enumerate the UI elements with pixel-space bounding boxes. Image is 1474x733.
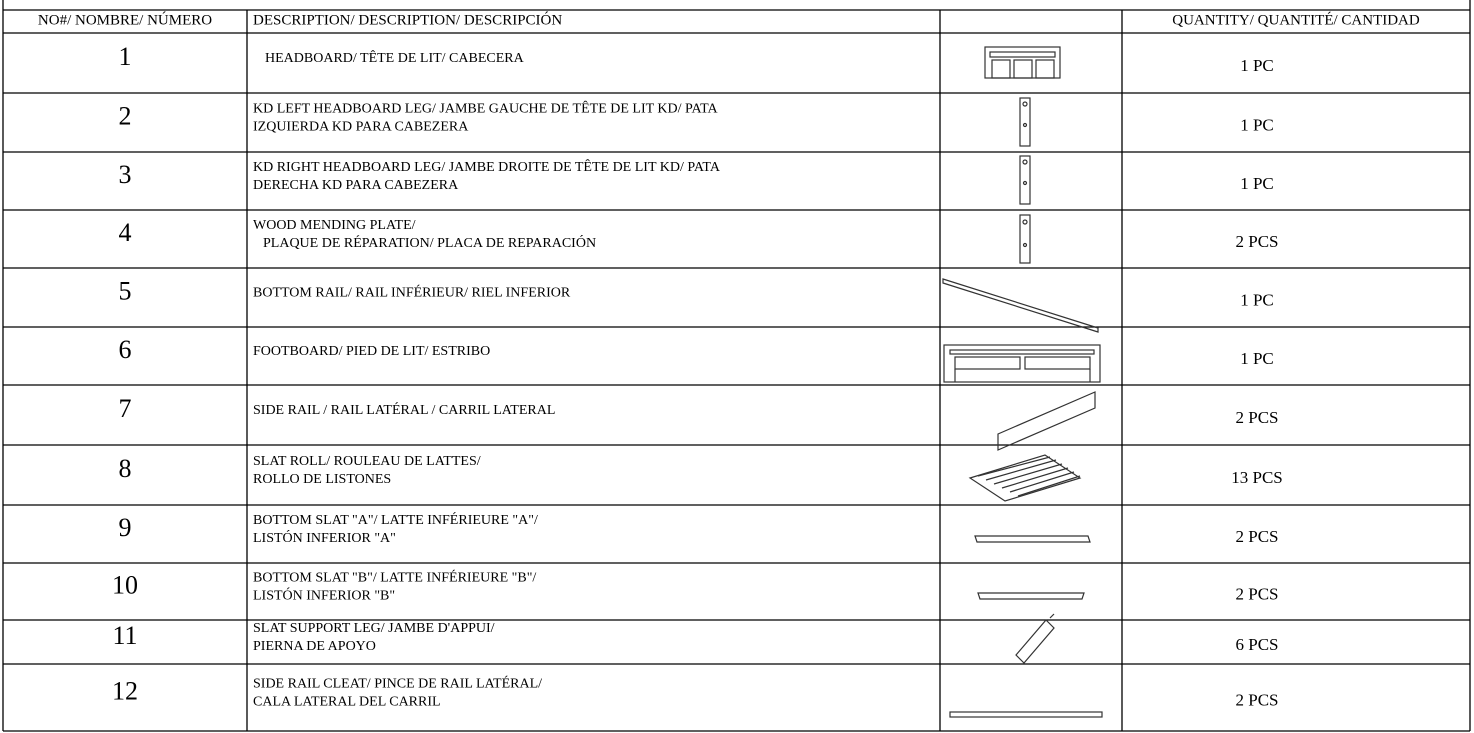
item-quantity: 1 PC (1240, 56, 1274, 75)
item-quantity: 1 PC (1240, 349, 1274, 368)
item-number: 9 (119, 513, 132, 542)
item-number: 8 (119, 454, 132, 483)
item-illustration (1019, 214, 1031, 264)
item-description: LISTÓN INFERIOR "A" (253, 529, 396, 546)
item-description: PIERNA DE APOYO (253, 639, 376, 654)
item-quantity: 2 PCS (1236, 408, 1279, 427)
item-quantity: 2 PCS (1236, 584, 1279, 603)
item-description: ROLLO DE LISTONES (253, 472, 391, 487)
item-number: 3 (119, 160, 132, 189)
item-description: KD RIGHT HEADBOARD LEG/ JAMBE DROITE DE … (253, 158, 721, 175)
item-quantity: 13 PCS (1231, 468, 1283, 487)
item-illustration (968, 454, 1082, 502)
item-quantity: 2 PCS (1236, 690, 1279, 709)
item-illustration (974, 535, 1091, 543)
item-illustration (1019, 155, 1031, 205)
item-quantity: 1 PC (1240, 115, 1274, 134)
item-description: LISTÓN INFERIOR "B" (253, 587, 395, 604)
item-description: WOOD MENDING PLATE/ (253, 218, 416, 233)
item-quantity: 2 PCS (1236, 527, 1279, 546)
item-number: 12 (112, 676, 138, 705)
item-number: 7 (119, 394, 132, 423)
header-number: NO#/ NOMBRE/ NÚMERO (38, 11, 212, 28)
item-description: DERECHA KD PARA CABEZERA (253, 178, 459, 193)
item-description: PLAQUE DE RÉPARATION/ PLACA DE REPARACIÓ… (263, 234, 596, 251)
item-description: HEADBOARD/ TÊTE DE LIT/ CABECERA (265, 49, 525, 66)
item-number: 4 (119, 218, 132, 247)
item-description: FOOTBOARD/ PIED DE LIT/ ESTRIBO (253, 344, 490, 359)
item-illustration (943, 344, 1101, 383)
item-description: BOTTOM SLAT "A"/ LATTE INFÉRIEURE "A"/ (253, 511, 538, 528)
item-description: SLAT ROLL/ ROULEAU DE LATTES/ (253, 454, 481, 469)
item-illustration (1019, 97, 1031, 147)
item-illustration (997, 391, 1096, 451)
item-illustration (977, 592, 1085, 600)
item-description: CALA LATERAL DEL CARRIL (253, 695, 441, 710)
item-number: 1 (119, 42, 132, 71)
item-description: IZQUIERDA KD PARA CABEZERA (253, 120, 469, 135)
item-description: BOTTOM SLAT "B"/ LATTE INFÉRIEURE "B"/ (253, 569, 536, 586)
item-quantity: 1 PC (1240, 290, 1274, 309)
item-number: 11 (112, 621, 137, 650)
item-description: BOTTOM RAIL/ RAIL INFÉRIEUR/ RIEL INFERI… (253, 284, 571, 301)
header-description: DESCRIPTION/ DESCRIPTION/ DESCRIPCIÓN (253, 11, 562, 28)
item-illustration (1015, 613, 1055, 664)
item-number: 2 (119, 101, 132, 130)
item-description: SLAT SUPPORT LEG/ JAMBE D'APPUI/ (253, 621, 495, 636)
item-description: SIDE RAIL / RAIL LATÉRAL / CARRIL LATERA… (253, 401, 555, 418)
item-illustration (942, 278, 1099, 333)
item-number: 5 (119, 276, 132, 305)
item-quantity: 1 PC (1240, 174, 1274, 193)
item-illustration (984, 46, 1061, 79)
item-quantity: 2 PCS (1236, 232, 1279, 251)
item-number: 6 (119, 335, 132, 364)
header-quantity: QUANTITY/ QUANTITÉ/ CANTIDAD (1172, 11, 1420, 28)
item-quantity: 6 PCS (1236, 635, 1279, 654)
item-number: 10 (112, 570, 138, 599)
item-illustration (949, 711, 1103, 718)
item-description: KD LEFT HEADBOARD LEG/ JAMBE GAUCHE DE T… (253, 100, 719, 117)
item-description: SIDE RAIL CLEAT/ PINCE DE RAIL LATÉRAL/ (253, 675, 542, 692)
